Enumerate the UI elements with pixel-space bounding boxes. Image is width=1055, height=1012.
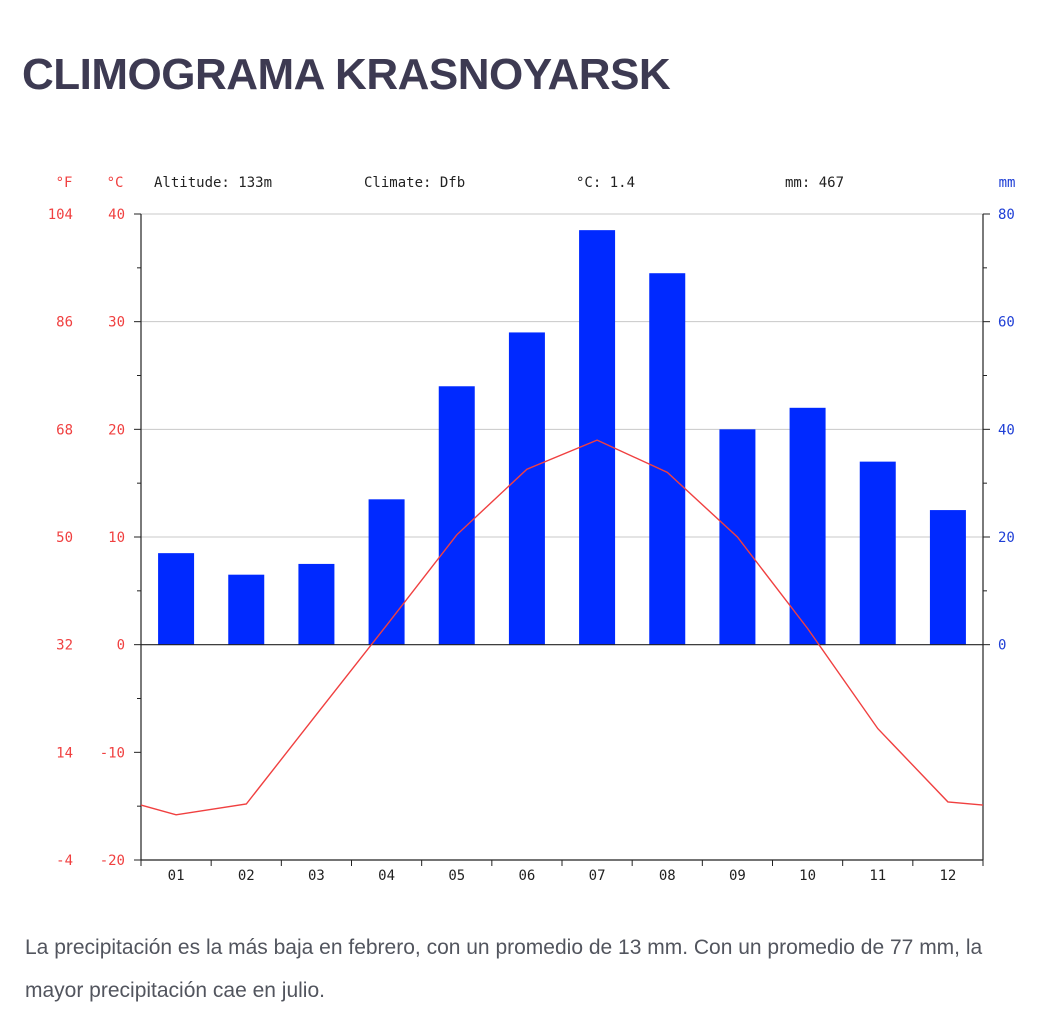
gridlines	[141, 213, 983, 538]
precip-bar	[579, 230, 616, 645]
month-tick-label: 10	[799, 868, 816, 880]
fahrenheit-tick-label: 32	[56, 638, 73, 654]
fahrenheit-tick-label: 68	[56, 422, 73, 438]
mm-tick-label: 20	[998, 530, 1015, 546]
altitude-label: Altitude: 133m	[154, 175, 272, 191]
precip-bar	[929, 510, 966, 645]
chart-header: °F °C Altitude: 133m Climate: Dfb °C: 1.…	[56, 175, 1016, 191]
month-tick-label: 03	[308, 868, 325, 880]
celsius-tick-label: 40	[108, 207, 125, 223]
precip-bar	[649, 273, 686, 645]
month-tick-label: 07	[589, 868, 606, 880]
month-tick-label: 11	[869, 868, 886, 880]
precipitation-summary: La precipitación es la más baja en febre…	[25, 936, 983, 1002]
fahrenheit-unit-label: °F	[56, 175, 73, 191]
mm-tick-label: 40	[998, 422, 1015, 438]
climograph-chart: °F °C Altitude: 133m Climate: Dfb °C: 1.…	[48, 175, 1016, 880]
celsius-tick-label: 20	[108, 422, 125, 438]
fahrenheit-tick-label: 50	[56, 530, 73, 546]
precip-bar	[228, 574, 265, 645]
mm-tick-label: 80	[998, 207, 1015, 223]
precip-bar	[368, 499, 405, 645]
precip-bar	[438, 386, 475, 645]
total-precip-label: mm: 467	[785, 175, 844, 191]
month-tick-label: 08	[659, 868, 676, 880]
precip-bar	[298, 563, 335, 645]
chart-axes	[134, 213, 990, 866]
month-tick-label: 09	[729, 868, 746, 880]
celsius-tick-label: 10	[108, 530, 125, 546]
fahrenheit-tick-label: 86	[56, 315, 73, 331]
celsius-tick-label: -10	[100, 745, 125, 761]
mm-unit-label: mm	[999, 175, 1016, 191]
fahrenheit-tick-label: 104	[48, 207, 73, 223]
month-tick-label: 05	[448, 868, 465, 880]
avg-temp-label: °C: 1.4	[576, 175, 635, 191]
climate-label: Climate: Dfb	[364, 175, 465, 191]
month-tick-label: 06	[518, 868, 535, 880]
tick-labels: -20-4-1014032105020683086401040204060800…	[48, 207, 1015, 880]
temperature-line	[140, 439, 984, 816]
precipitation-bars	[158, 230, 966, 645]
month-tick-label: 12	[939, 868, 956, 880]
precip-bar	[789, 407, 826, 645]
precip-bar	[859, 461, 896, 645]
celsius-tick-label: 0	[117, 638, 125, 654]
mm-tick-label: 60	[998, 315, 1015, 331]
temperature-series	[140, 439, 984, 816]
page-title: CLIMOGRAMA KRASNOYARSK	[22, 50, 671, 99]
fahrenheit-tick-label: -4	[56, 853, 73, 869]
precip-bar	[158, 553, 195, 645]
precip-bar	[508, 332, 545, 645]
month-tick-label: 01	[168, 868, 185, 880]
celsius-unit-label: °C	[107, 175, 124, 191]
celsius-tick-label: 30	[108, 315, 125, 331]
fahrenheit-tick-label: 14	[56, 745, 73, 761]
celsius-tick-label: -20	[100, 853, 125, 869]
month-tick-label: 02	[238, 868, 255, 880]
month-tick-label: 04	[378, 868, 395, 880]
mm-tick-label: 0	[998, 638, 1006, 654]
